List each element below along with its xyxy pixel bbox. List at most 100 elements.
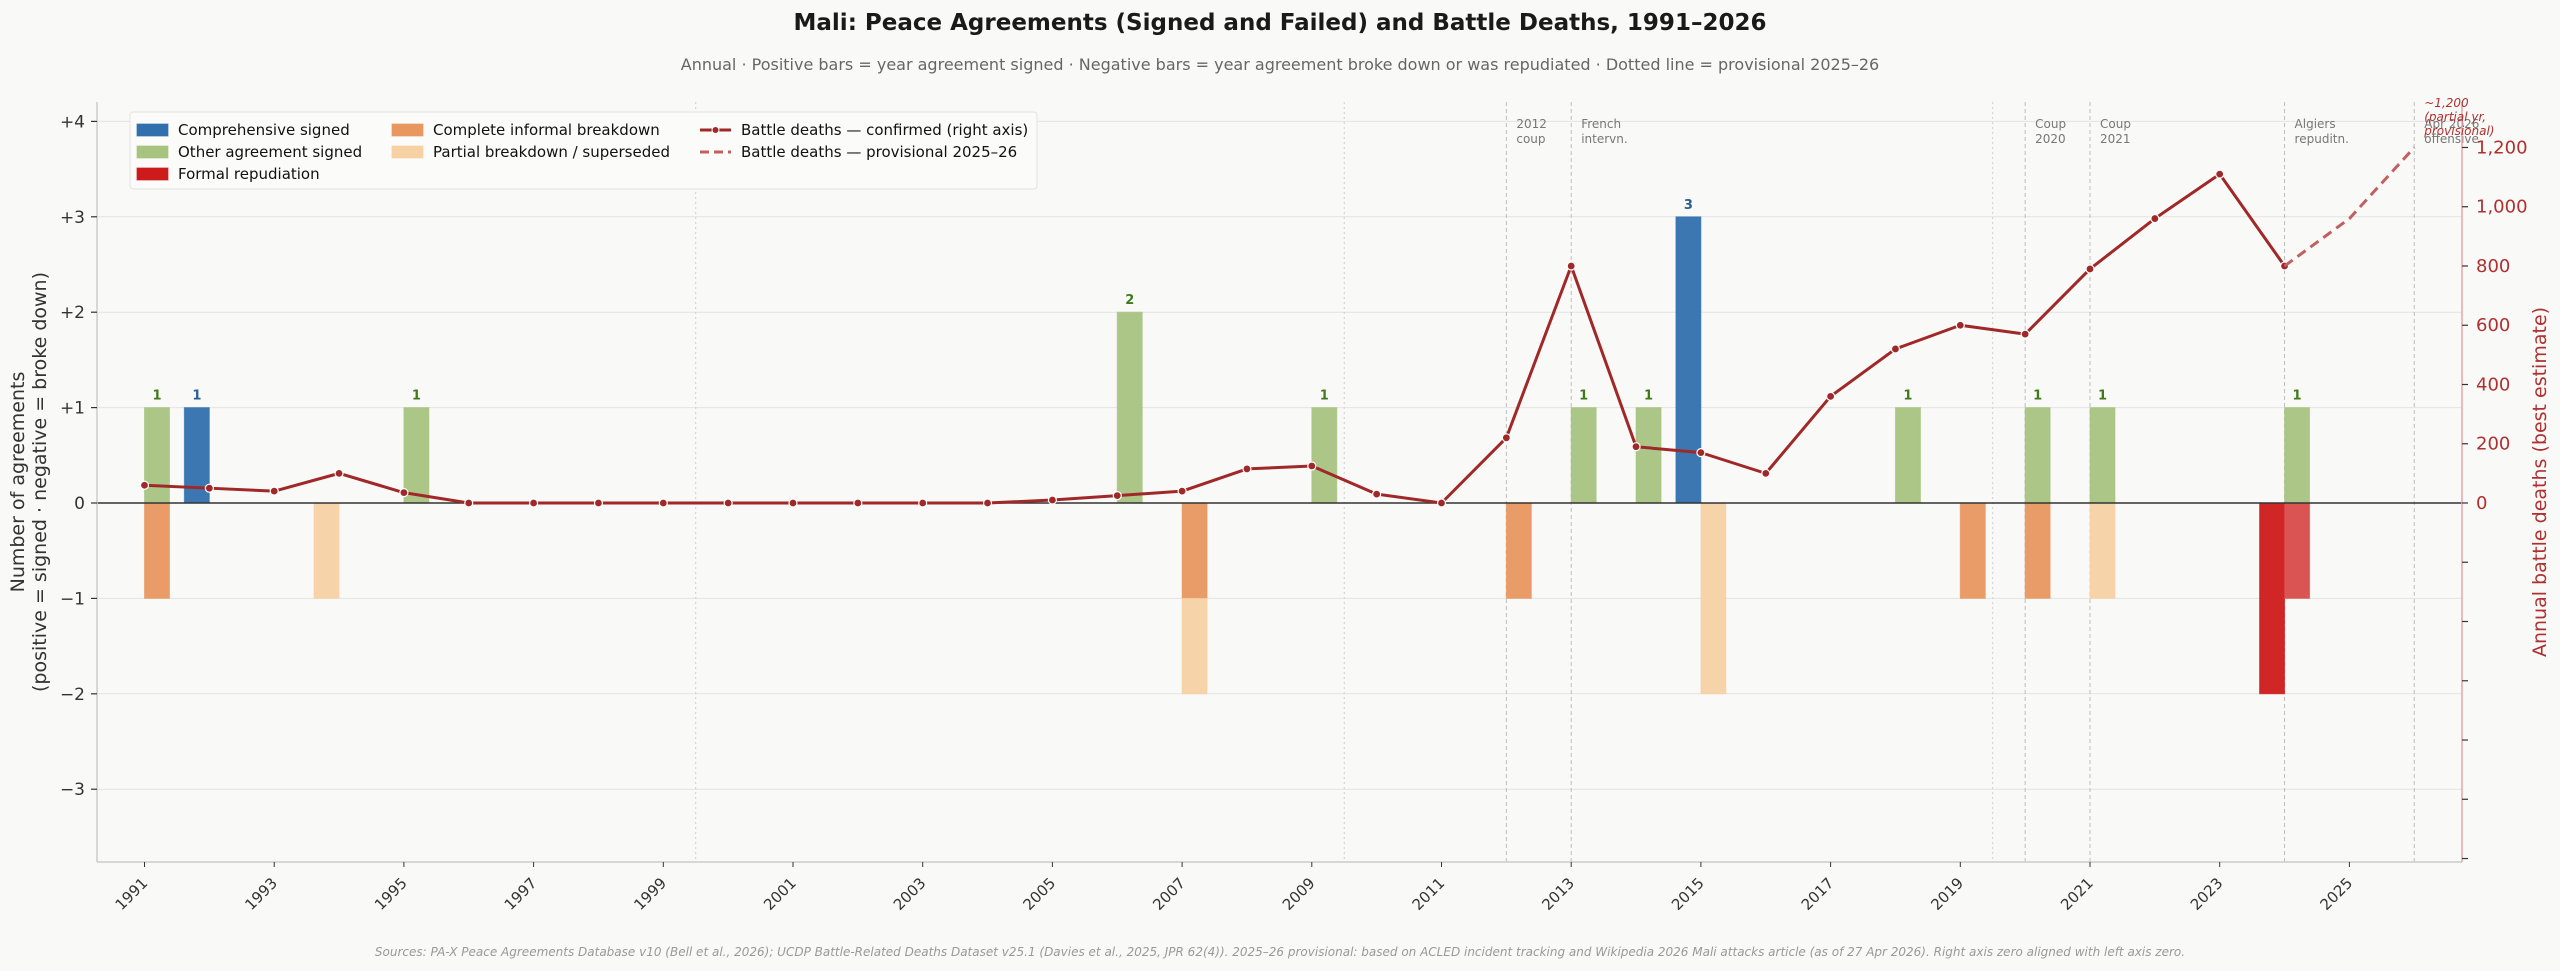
bar-value-label: 2 [1125,293,1134,308]
battle-deaths-point [1112,490,1122,501]
bar-value-label: 1 [2293,389,2302,404]
battle-deaths-point [1631,442,1641,452]
right-tick-label: 0 [2476,493,2487,514]
x-tick-label: 2011 [1409,874,1449,914]
x-tick-label: 2003 [890,874,930,914]
provisional-annotation: ~1,200(partial yr,provisional) [2423,96,2494,138]
x-tick-label: 2019 [1927,874,1967,914]
battle-deaths-point [2085,264,2095,274]
battle-deaths-point [918,498,928,508]
axes [96,102,2463,863]
x-tick-label: 2017 [1798,874,1838,914]
battle-deaths-point [334,468,344,478]
bar-other-agreement-signed [1635,407,1662,504]
bar-partial-breakdown-superseded [1700,502,1727,695]
bar-complete-informal-breakdown [1959,502,1986,599]
legend-label: Formal repudiation [178,165,320,183]
battle-deaths-point [1890,344,1901,354]
legend-label: Other agreement signed [178,143,362,161]
battle-deaths-point [204,483,214,493]
bar-other-agreement-signed [2024,407,2051,504]
sources-footer: Sources: PA-X Peace Agreements Database … [375,945,2185,959]
event-label: offensive [2424,132,2479,146]
right-tick-label: 400 [2476,374,2510,395]
battle-deaths-point [139,480,150,490]
event-label: Algiers [2295,117,2336,131]
annotation-text: (partial yr, [2424,110,2486,124]
x-tick-label: 1995 [371,874,411,914]
right-tick-label: 1,000 [2476,197,2528,218]
battle-deaths-point [1761,468,1771,478]
right-tick-label: 200 [2476,434,2510,455]
x-tick-label: 1997 [501,874,541,914]
battle-deaths-point [1566,261,1576,271]
left-tick-label: 0 [74,494,85,514]
bar-other-agreement-signed [2284,407,2311,504]
battle-deaths-point [1177,486,1187,496]
legend-swatch [136,167,169,181]
battle-deaths-point [269,486,279,496]
legend-swatch [391,123,424,137]
event-label: Coup [2035,117,2066,131]
chart-title: Mali: Peace Agreements (Signed and Faile… [794,10,1767,36]
bar-value-label: 1 [2033,389,2042,404]
battle-deaths-point [1047,495,1058,505]
bar-value-label: 1 [1903,389,1912,404]
legend-marker [711,126,720,134]
bar-value-label: 1 [412,389,421,404]
battle-deaths-point [982,498,993,508]
x-tick-label: 1999 [630,874,670,914]
bar-other-agreement-signed [1894,407,1921,504]
bar-other-agreement-signed [144,407,170,504]
left-axis-ticks: +4 +3 +2 +1 0 −1 −2 −3 [60,112,97,800]
legend-label: Battle deaths — confirmed (right axis) [741,121,1028,139]
right-tick-label: 600 [2476,315,2510,336]
battle-deaths-point [723,498,733,508]
battle-deaths-point [1501,433,1511,443]
left-tick-label: −3 [60,780,85,800]
battle-deaths-point [528,498,539,508]
legend-swatch [136,123,169,137]
battle-deaths-point [658,498,668,508]
legend: Comprehensive signed Other agreement sign… [129,111,1038,190]
battle-deaths-point [399,488,409,498]
bar-partial-breakdown-superseded [313,502,340,599]
battle-deaths-point [2150,213,2160,224]
x-tick-label: 2023 [2187,874,2227,914]
bars [144,216,2311,695]
y-axis-label-sub: (positive = signed · negative = broke do… [29,272,51,692]
battle-deaths-point [853,498,863,508]
event-label: coup [1516,132,1545,146]
legend-label: Complete informal breakdown [433,121,660,139]
legend-swatch [391,145,424,159]
y-axis-label: Number of agreements [7,372,29,593]
decade-separators [695,102,1994,862]
annotation-text: ~1,200 [2424,96,2469,110]
bar-comprehensive-signed [1675,216,1702,504]
x-tick-label: 2001 [760,874,800,914]
bar-other-agreement-signed [1311,407,1338,504]
x-tick-label: 1993 [241,874,281,914]
battle-deaths-point [1307,461,1317,471]
bar-value-label: 1 [1320,389,1329,404]
bar-other-agreement-signed [1116,311,1143,504]
bar-complete-informal-breakdown [2024,502,2051,599]
battle-deaths-point [1242,464,1252,474]
right-axis-ticks: 0 200 400 600 800 1,000 1,200 [2462,137,2528,860]
legend-label: Comprehensive signed [178,121,350,139]
event-label: Coup [2100,117,2131,131]
left-tick-label: +3 [60,208,85,228]
x-tick-label: 2015 [1668,874,1708,914]
x-tick-label: 2007 [1149,874,1189,914]
bar-formal-repudiation [2259,502,2286,695]
battle-deaths-point [788,498,798,508]
bar-value-label: 3 [1684,198,1693,213]
x-tick-label: 1991 [112,874,152,914]
bar-complete-informal-breakdown [1505,502,1532,599]
annotation-text: provisional) [2423,124,2494,138]
x-tick-label: 2025 [2316,874,2356,914]
x-tick-label: 2013 [1538,874,1578,914]
bar-complete-informal-breakdown [144,502,170,599]
bar-value-label: 1 [152,389,161,404]
